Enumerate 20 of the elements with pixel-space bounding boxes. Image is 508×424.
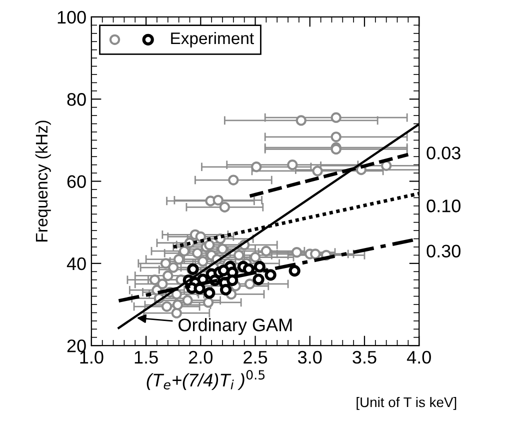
text: 0.03	[426, 146, 460, 160]
x-axis-title: (T$_{e}$+(7/4)T$_{i}$ )$^{0.5}$	[146, 370, 265, 390]
x-tick-label: 2.5	[244, 350, 268, 364]
y-tick-label: 60	[67, 175, 86, 188]
x-tick-label: 1.5	[134, 351, 158, 364]
y-axis-title: Frequency (kHz)	[35, 120, 51, 242]
legend-label: Experiment	[171, 32, 254, 48]
x-tick-label: 2.0	[189, 350, 213, 364]
y-tick-label: 80	[67, 93, 86, 106]
x-tick-label: 1.0	[80, 350, 104, 364]
x-tick-label: 3.5	[352, 350, 376, 364]
text: 0.10	[426, 200, 460, 212]
text: 0.30	[426, 244, 460, 258]
text: [Unit of T is keV]	[356, 396, 456, 410]
y-tick-label: 40	[66, 257, 86, 270]
y-tick-label: 100	[58, 10, 86, 24]
y-tick-label: 20	[67, 339, 86, 352]
annotation: Ordinary GAM	[178, 318, 292, 335]
x-tick-label: 4.0	[406, 350, 431, 364]
x-tick-label: 3.0	[298, 350, 322, 364]
